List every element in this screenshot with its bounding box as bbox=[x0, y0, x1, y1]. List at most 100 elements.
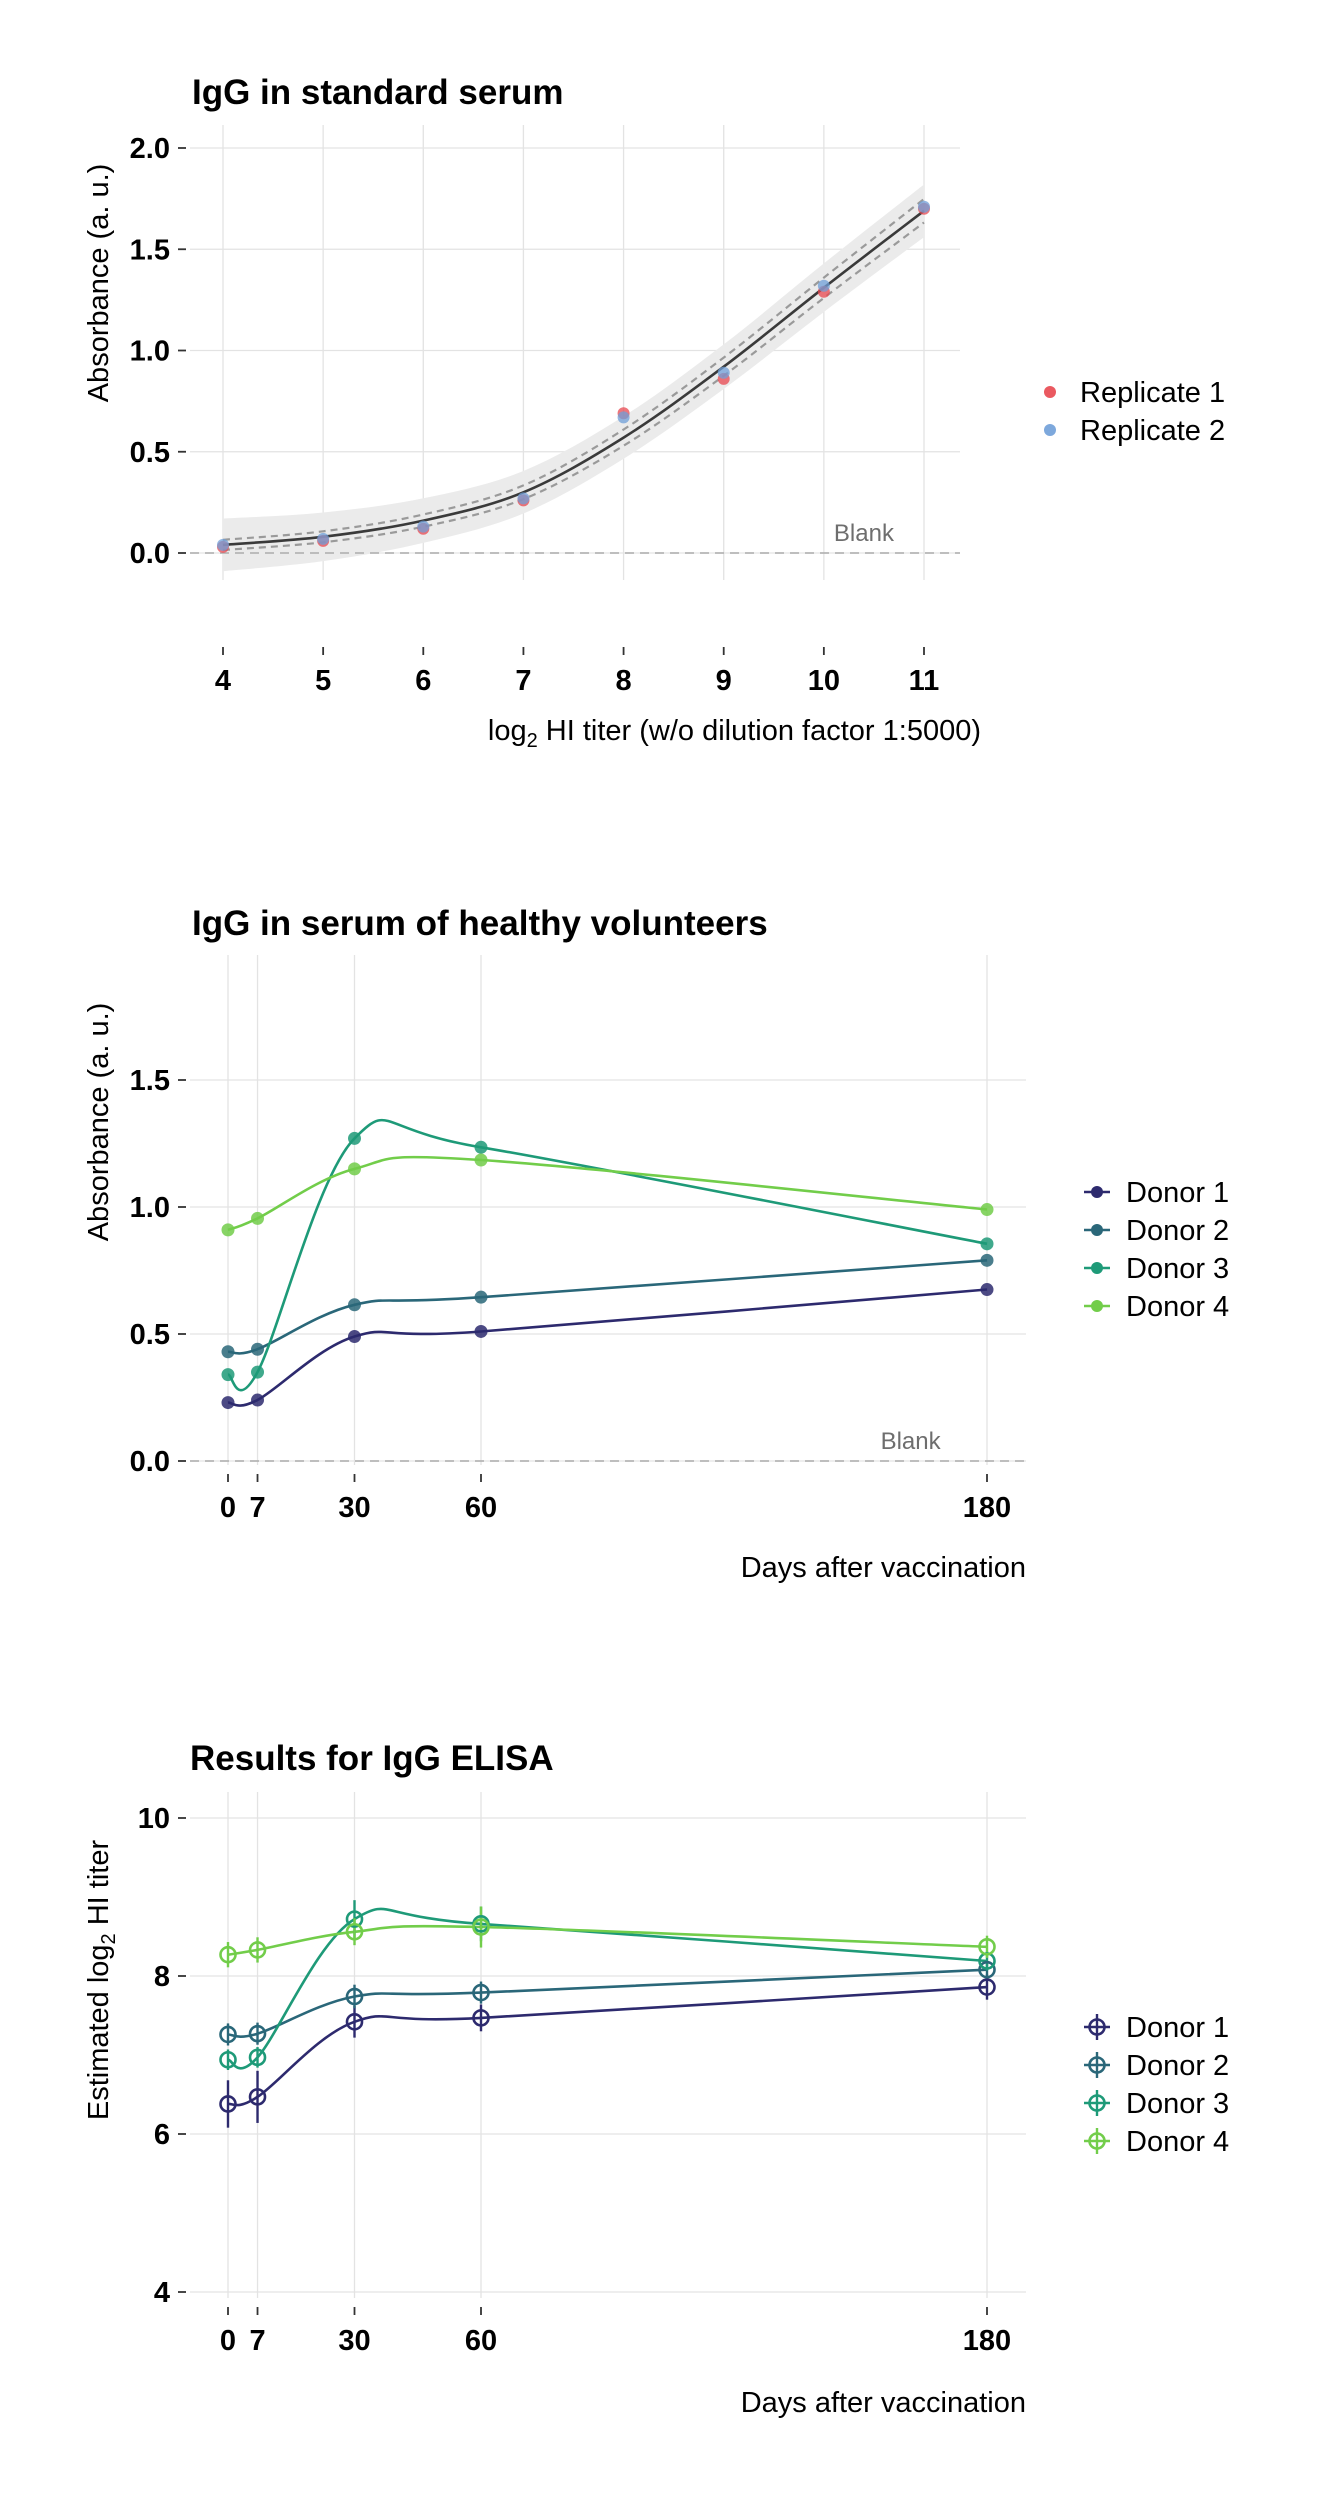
panel2-y-axis-label: Absorbance (a. u.) bbox=[83, 1003, 115, 1242]
p3-point-donor-2 bbox=[978, 1960, 996, 1979]
panel2-legend: Donor 1 Donor 2 Donor 3 Donor 4 bbox=[1084, 1177, 1229, 1323]
p2-xtick-label: 180 bbox=[963, 1492, 1011, 1524]
p2-ytick-label: 1.0 bbox=[130, 1192, 170, 1224]
p2-ytick-label: 0.5 bbox=[130, 1319, 170, 1351]
p2-xtick-label: 0 bbox=[220, 1492, 236, 1524]
panel1-data-points bbox=[217, 200, 930, 553]
panel2-x-axis-label: Days after vaccination bbox=[741, 1552, 1026, 1584]
panel1-x-axis-label-pre: log bbox=[488, 715, 527, 747]
p2-point-donor-3 bbox=[251, 1365, 265, 1379]
p3-legend-key bbox=[1088, 2056, 1106, 2074]
p3-point-donor-1 bbox=[978, 1978, 996, 1996]
p1-legend-label: Replicate 1 bbox=[1080, 377, 1225, 409]
panel3-y-axis-label-post: HI titer bbox=[83, 1840, 115, 1934]
p2-point-donor-1 bbox=[474, 1324, 488, 1338]
p2-point-donor-3 bbox=[474, 1140, 488, 1154]
p3-ytick-label: 4 bbox=[154, 2277, 170, 2309]
p3-legend-label: Donor 2 bbox=[1126, 2050, 1229, 2082]
p3-point-donor-1 bbox=[248, 2088, 267, 2106]
panel2-series-lines bbox=[227, 1118, 988, 1407]
p3-point-donor-2 bbox=[219, 2025, 237, 2044]
p2-point-donor-4 bbox=[980, 1203, 994, 1217]
p3-ytick-label: 6 bbox=[154, 2119, 170, 2151]
panel1-x-axis-label-post: HI titer (w/o dilution factor 1:5000) bbox=[538, 715, 981, 747]
p3-xtick-label: 180 bbox=[963, 2325, 1011, 2357]
p3-xtick-label: 60 bbox=[465, 2325, 497, 2357]
p1-point-2 bbox=[517, 492, 530, 505]
panel3-data-points bbox=[219, 1910, 996, 2113]
panel1-x-axis-label: log2 HI titer (w/o dilution factor 1:500… bbox=[488, 715, 981, 752]
p1-prediction-band-area bbox=[223, 184, 924, 572]
p2-legend-label: Donor 3 bbox=[1126, 1253, 1229, 1285]
p1-point-2 bbox=[918, 200, 930, 213]
p2-point-donor-1 bbox=[980, 1283, 994, 1297]
panel-healthy-volunteers: IgG in serum of healthy volunteers Blank… bbox=[83, 904, 1229, 1584]
p2-legend-key bbox=[1091, 1224, 1103, 1236]
p2-line-donor-4 bbox=[227, 1155, 988, 1232]
p1-legend-key bbox=[1044, 424, 1056, 436]
p2-point-donor-4 bbox=[348, 1162, 361, 1176]
panel3-title: Results for IgG ELISA bbox=[190, 1739, 554, 1778]
p3-point-donor-1 bbox=[472, 2009, 490, 2027]
p3-point-donor-4 bbox=[978, 1937, 996, 1956]
p1-ytick-label: 0.0 bbox=[130, 538, 170, 570]
p1-xtick-label: 4 bbox=[215, 665, 231, 697]
panel1-legend: Replicate 1 Replicate 2 bbox=[1044, 377, 1225, 447]
p1-point-2 bbox=[417, 520, 430, 533]
p2-line-donor-1 bbox=[227, 1288, 988, 1407]
p2-ytick-label: 0.0 bbox=[130, 1446, 170, 1478]
p3-point-donor-2 bbox=[472, 1983, 490, 2002]
p1-ytick-label: 0.5 bbox=[130, 437, 170, 469]
p1-point-2 bbox=[317, 532, 330, 545]
p3-ytick-label: 8 bbox=[154, 1961, 170, 1993]
p2-point-donor-1 bbox=[251, 1393, 265, 1407]
p3-point-donor-3 bbox=[219, 2050, 237, 2069]
p1-legend-label: Replicate 2 bbox=[1080, 415, 1225, 447]
p2-ytick-label: 1.5 bbox=[130, 1065, 170, 1097]
p2-point-donor-2 bbox=[221, 1345, 235, 1359]
panel-igg-elisa-results: Results for IgG ELISA 4 6 8 10 0 7 30 60 180 Es… bbox=[83, 1739, 1229, 2419]
p2-legend-key bbox=[1091, 1186, 1103, 1198]
panel2-blank-label: Blank bbox=[881, 1428, 942, 1455]
p1-point-2 bbox=[617, 411, 630, 424]
p1-xtick-label: 6 bbox=[415, 665, 431, 697]
p2-point-donor-4 bbox=[251, 1211, 265, 1225]
p3-point-donor-2 bbox=[345, 1987, 364, 2006]
panel2-y-axis: 0.0 0.5 1.0 1.5 bbox=[130, 1065, 186, 1478]
p1-xtick-label: 5 bbox=[315, 665, 331, 697]
p3-point-donor-2 bbox=[248, 2024, 267, 2043]
p3-xtick-label: 0 bbox=[220, 2325, 236, 2357]
p3-legend-label: Donor 4 bbox=[1126, 2126, 1229, 2158]
p2-point-donor-1 bbox=[221, 1396, 235, 1410]
p1-xtick-label: 10 bbox=[808, 665, 840, 697]
p3-point-donor-4 bbox=[345, 1922, 364, 1941]
p2-legend-label: Donor 1 bbox=[1126, 1177, 1229, 1209]
p2-point-donor-2 bbox=[251, 1342, 265, 1356]
p2-point-donor-3 bbox=[980, 1237, 994, 1251]
p2-xtick-label: 7 bbox=[249, 1492, 265, 1524]
panel3-x-axis: 0 7 30 60 180 bbox=[220, 2307, 1011, 2357]
p1-xtick-label: 8 bbox=[616, 665, 632, 697]
p1-point-2 bbox=[817, 279, 830, 292]
p2-xtick-label: 60 bbox=[465, 1492, 497, 1524]
p2-xtick-label: 30 bbox=[338, 1492, 370, 1524]
p3-legend-label: Donor 1 bbox=[1126, 2012, 1229, 2044]
p2-legend-label: Donor 2 bbox=[1126, 1215, 1229, 1247]
p3-line-donor-1 bbox=[227, 1985, 988, 2107]
p3-point-donor-4 bbox=[472, 1918, 490, 1936]
p2-legend-key bbox=[1091, 1300, 1103, 1312]
p2-point-donor-2 bbox=[474, 1290, 488, 1304]
panel1-x-axis: 4 5 6 7 8 9 10 11 bbox=[215, 647, 939, 697]
p1-fit-line bbox=[222, 209, 925, 547]
p1-ytick-label: 2.0 bbox=[130, 133, 170, 165]
p2-line-donor-3 bbox=[227, 1118, 988, 1392]
panel2-x-axis: 0 7 30 60 180 bbox=[220, 1474, 1011, 1524]
panel3-y-axis-label: Estimated log2 HI titer bbox=[83, 1840, 120, 2121]
p2-point-donor-4 bbox=[474, 1153, 488, 1167]
panel1-title: IgG in standard serum bbox=[192, 73, 563, 112]
p3-point-donor-4 bbox=[248, 1941, 267, 1959]
p3-point-donor-3 bbox=[248, 2048, 267, 2067]
p2-legend-key bbox=[1091, 1262, 1103, 1274]
panel3-series-lines bbox=[227, 1907, 988, 2107]
p2-point-donor-3 bbox=[221, 1368, 235, 1382]
